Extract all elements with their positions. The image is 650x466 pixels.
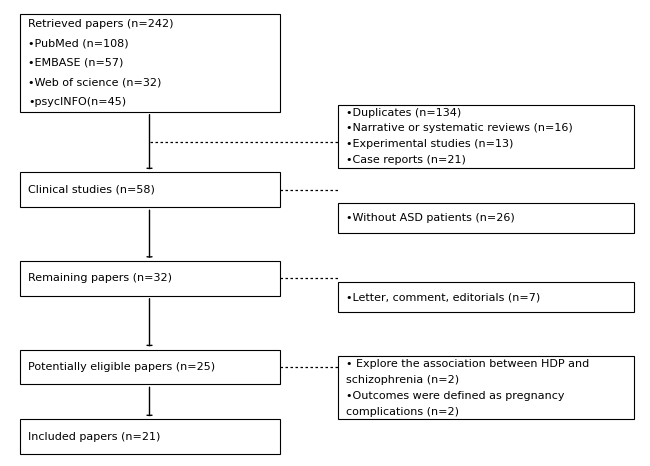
- Text: schizophrenia (n=2): schizophrenia (n=2): [346, 375, 460, 385]
- FancyBboxPatch shape: [20, 419, 280, 454]
- Text: Potentially eligible papers (n=25): Potentially eligible papers (n=25): [28, 362, 215, 372]
- FancyBboxPatch shape: [20, 172, 280, 207]
- FancyBboxPatch shape: [338, 203, 634, 233]
- FancyBboxPatch shape: [338, 356, 634, 419]
- Text: Retrieved papers (n=242): Retrieved papers (n=242): [28, 19, 174, 29]
- Text: •Narrative or systematic reviews (n=16): •Narrative or systematic reviews (n=16): [346, 123, 573, 133]
- Text: •Duplicates (n=134): •Duplicates (n=134): [346, 108, 462, 118]
- Text: • Explore the association between HDP and: • Explore the association between HDP an…: [346, 359, 590, 370]
- Text: complications (n=2): complications (n=2): [346, 406, 460, 417]
- FancyBboxPatch shape: [20, 350, 280, 384]
- Text: •EMBASE (n=57): •EMBASE (n=57): [28, 58, 124, 68]
- Text: •PubMed (n=108): •PubMed (n=108): [28, 38, 129, 48]
- FancyBboxPatch shape: [20, 261, 280, 296]
- Text: Remaining papers (n=32): Remaining papers (n=32): [28, 274, 172, 283]
- Text: •Letter, comment, editorials (n=7): •Letter, comment, editorials (n=7): [346, 292, 541, 302]
- Text: •Web of science (n=32): •Web of science (n=32): [28, 77, 161, 88]
- FancyBboxPatch shape: [338, 105, 634, 168]
- Text: •Case reports (n=21): •Case reports (n=21): [346, 155, 466, 165]
- Text: •psycINFO(n=45): •psycINFO(n=45): [28, 97, 126, 107]
- Text: •Outcomes were defined as pregnancy: •Outcomes were defined as pregnancy: [346, 391, 565, 401]
- Text: Included papers (n=21): Included papers (n=21): [28, 432, 161, 442]
- Text: •Without ASD patients (n=26): •Without ASD patients (n=26): [346, 213, 515, 223]
- FancyBboxPatch shape: [338, 282, 634, 312]
- Text: Clinical studies (n=58): Clinical studies (n=58): [28, 185, 155, 195]
- Text: •Experimental studies (n=13): •Experimental studies (n=13): [346, 139, 514, 149]
- FancyBboxPatch shape: [20, 14, 280, 112]
